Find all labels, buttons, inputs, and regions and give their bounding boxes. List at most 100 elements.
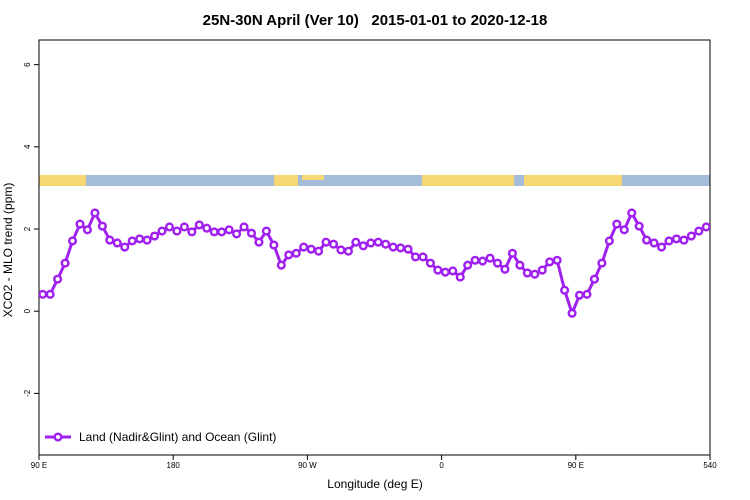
point (224, 225, 234, 235)
x-tick-label: 90 W (298, 461, 317, 470)
point (314, 246, 324, 256)
point (589, 274, 599, 284)
point (351, 237, 361, 247)
point (537, 265, 547, 275)
point (649, 238, 659, 248)
point (388, 242, 398, 252)
point (90, 208, 100, 218)
land-strip (422, 175, 514, 186)
point (515, 260, 525, 270)
point (194, 220, 204, 230)
point (463, 260, 473, 270)
series-line (42, 209, 707, 318)
point (202, 223, 212, 233)
point (68, 236, 78, 246)
x-tick-label: 90 E (568, 461, 584, 470)
point (381, 239, 391, 249)
point (187, 227, 197, 237)
point (157, 226, 167, 236)
point (478, 256, 488, 266)
point (261, 226, 271, 236)
point (642, 235, 652, 245)
y-axis-label: XCO2 - MLO trend (ppm) (1, 183, 15, 318)
y-tick-label: 6 (23, 62, 32, 67)
point (373, 237, 383, 247)
point (582, 289, 592, 299)
point (209, 227, 219, 237)
point (232, 229, 242, 239)
point (366, 238, 376, 248)
point (567, 308, 577, 318)
point (127, 236, 137, 246)
point (343, 246, 353, 256)
point (254, 237, 264, 247)
point (686, 231, 696, 241)
point (276, 260, 286, 270)
point (664, 236, 674, 246)
y-tick-label: 2 (23, 226, 32, 231)
point (75, 219, 85, 229)
point (321, 237, 331, 247)
point (396, 243, 406, 253)
point (545, 257, 555, 267)
point (701, 222, 710, 232)
point (671, 234, 682, 244)
map-strip (39, 175, 710, 186)
ocean-strip (39, 175, 710, 186)
point (142, 235, 152, 245)
point (135, 234, 145, 244)
point (425, 258, 435, 268)
point (597, 258, 607, 268)
point (656, 242, 667, 252)
point (694, 226, 704, 236)
point (112, 238, 122, 248)
point (433, 265, 443, 275)
plot-frame (38, 39, 711, 456)
y-tick-label: 4 (23, 144, 32, 149)
point (179, 222, 189, 232)
point (627, 208, 637, 218)
point (39, 289, 48, 299)
point (217, 227, 227, 237)
point (679, 235, 689, 245)
point (485, 253, 495, 263)
point (164, 222, 175, 232)
legend-marker (53, 432, 63, 442)
point (410, 252, 421, 262)
point (53, 274, 63, 284)
point (150, 231, 160, 241)
point (328, 239, 339, 249)
point (358, 241, 368, 251)
point (45, 289, 55, 299)
point (448, 266, 458, 276)
point (105, 235, 115, 245)
land-strip (274, 175, 298, 186)
point (455, 272, 465, 282)
y-tick-label: -2 (23, 389, 32, 397)
point (172, 226, 182, 236)
point (612, 219, 622, 229)
x-tick-label: 180 (167, 461, 181, 470)
y-tick-label: 0 (23, 308, 32, 313)
point (619, 225, 629, 235)
point (560, 285, 570, 295)
point (246, 228, 257, 238)
chart-title: 25N-30N April (Ver 10) 2015-01-01 to 202… (203, 12, 548, 29)
point (82, 225, 93, 235)
point (97, 221, 107, 231)
x-axis-label: Longitude (deg E) (327, 477, 422, 491)
point (306, 244, 316, 254)
point (500, 264, 510, 274)
x-tick-label: 0 (439, 461, 444, 470)
land-strip (302, 175, 324, 180)
point (574, 290, 585, 300)
point (530, 269, 540, 279)
point (299, 242, 309, 252)
point (403, 244, 413, 254)
point (492, 258, 503, 268)
point (284, 250, 294, 260)
x-tick-label: 540 (703, 461, 717, 470)
point (336, 245, 346, 255)
point (418, 252, 428, 262)
